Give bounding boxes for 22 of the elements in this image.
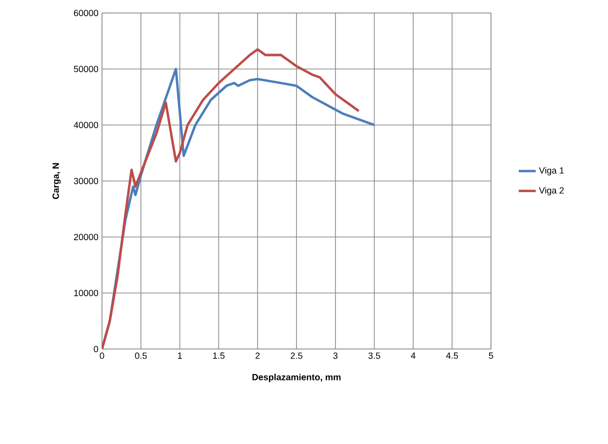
y-tick-label: 10000 <box>74 290 98 296</box>
y-tick-label: 30000 <box>74 178 98 184</box>
x-tick-label: 0 <box>100 352 104 359</box>
x-tick-label: 2.5 <box>290 352 302 359</box>
y-tick-label: 40000 <box>74 122 98 128</box>
legend-label: Viga 2 <box>538 186 564 196</box>
x-tick-label: 4.5 <box>446 352 458 359</box>
x-tick-label: 2 <box>256 352 260 359</box>
x-tick-label: 4 <box>410 352 416 359</box>
y-tick-label: 0 <box>94 346 98 352</box>
x-tick-label: 0.5 <box>135 352 147 359</box>
y-axis-title: Carga, N <box>52 163 61 200</box>
x-tick-label: 3 <box>333 352 338 359</box>
y-tick-label: 50000 <box>74 66 98 72</box>
x-tick-label: 1 <box>178 352 182 359</box>
y-tick-label: 60000 <box>74 10 98 16</box>
y-tick-label: 20000 <box>74 234 98 240</box>
legend-label: Viga 1 <box>538 167 564 176</box>
x-axis-title: Desplazamiento, mm <box>252 374 341 382</box>
x-tick-label: 5 <box>488 352 494 359</box>
x-tick-label: 3.5 <box>368 352 380 359</box>
x-tick-label: 1.5 <box>213 352 225 359</box>
